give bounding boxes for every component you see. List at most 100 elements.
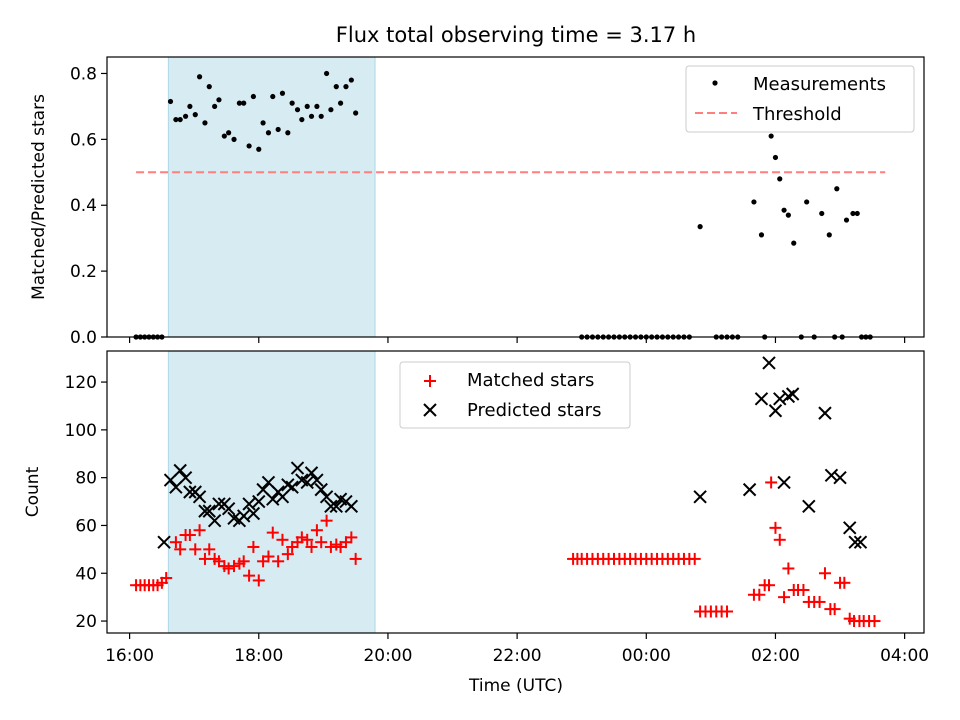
measurement-point: [236, 100, 242, 106]
predicted-mark-b: [773, 392, 787, 406]
predicted-star-point: [266, 492, 280, 506]
predicted-star-point: [329, 499, 343, 514]
predicted-mark-b: [173, 463, 187, 478]
legend-label-measurements: Measurements: [753, 74, 886, 95]
predicted-star-point: [207, 513, 222, 528]
predicted-mark-b: [266, 492, 280, 506]
measurement-point: [758, 232, 765, 238]
predicted-mark-b: [333, 492, 348, 506]
measurement-point: [250, 93, 256, 100]
predicted-star-point: [344, 499, 359, 514]
predicted-mark-b: [290, 461, 305, 475]
matched-star-point: [773, 533, 786, 546]
measurement-point: [231, 136, 237, 142]
measurement-point: [697, 224, 703, 230]
predicted-mark-b: [324, 499, 338, 514]
matched-star-point: [266, 526, 279, 539]
predicted-star-point: [777, 475, 791, 490]
measurement-point: [751, 199, 757, 205]
predicted-mark-b: [295, 473, 309, 487]
predicted-mark-b: [768, 404, 783, 418]
predicted-mark-b: [762, 356, 776, 370]
predicted-mark-b: [178, 470, 193, 485]
matched-star-point: [753, 588, 766, 601]
legend-label-matched: Matched stars: [467, 370, 594, 391]
predicted-mark-b: [221, 502, 236, 516]
matched-star-point: [868, 615, 881, 628]
predicted-star-point: [773, 392, 787, 406]
predicted-star-point: [221, 502, 236, 516]
predicted-mark-b: [236, 509, 251, 523]
matched-star-point: [169, 536, 182, 549]
measurement-point: [289, 100, 295, 106]
legend-marker-matched: [424, 375, 436, 387]
chart-title: Flux total observing time = 3.17 h: [336, 23, 696, 47]
predicted-mark-b: [848, 535, 862, 549]
predicted-star-point: [785, 387, 800, 401]
measurement-point: [275, 126, 281, 133]
predicted-star-point: [324, 499, 338, 514]
measurement-point: [850, 210, 856, 217]
predicted-mark-b: [833, 470, 847, 485]
predicted-star-point: [178, 470, 193, 485]
measurement-point: [348, 77, 354, 83]
predicted-star-point: [833, 470, 847, 485]
predicted-star-point: [290, 461, 305, 475]
predicted-star-point: [173, 463, 187, 478]
measurement-point: [343, 84, 349, 90]
measurement-point: [202, 120, 208, 126]
measurement-point: [173, 116, 179, 123]
measurement-point: [221, 133, 227, 139]
matched-star-point: [160, 572, 173, 585]
x-tick-label: 22:00: [493, 646, 542, 666]
measurement-point: [256, 146, 262, 152]
predicted-mark-b: [285, 480, 299, 494]
predicted-mark-b: [212, 497, 226, 511]
matched-star-point: [797, 583, 810, 596]
matched-star-point: [769, 521, 782, 534]
measurement-point: [182, 113, 189, 119]
matched-star-point: [243, 569, 256, 582]
top-x-ticks: [129, 337, 906, 343]
predicted-star-point: [252, 494, 266, 509]
predicted-star-point: [853, 535, 868, 549]
predicted-star-point: [202, 504, 216, 518]
predicted-mark-b: [329, 499, 343, 514]
measurement-point: [337, 100, 344, 106]
matched-star-point: [262, 550, 275, 563]
matched-star-point: [345, 531, 358, 544]
predicted-mark-b: [281, 478, 295, 492]
measurement-point: [353, 110, 359, 116]
predicted-mark-b: [319, 490, 334, 504]
predicted-mark-b: [785, 387, 800, 401]
predicted-mark-b: [824, 468, 839, 482]
predicted-star-point: [802, 499, 816, 514]
bottom-y-tick-label: 100: [65, 421, 97, 441]
matched-star-point: [252, 574, 265, 587]
predicted-mark-b: [853, 535, 868, 549]
predicted-star-point: [192, 490, 207, 504]
measurement-point: [212, 103, 218, 110]
legend-marker-predicted: [423, 403, 437, 417]
measurement-point: [285, 130, 291, 136]
bottom-highlight-span: [167, 350, 376, 634]
x-tick-label: 04:00: [880, 646, 929, 666]
predicted-mark-b: [742, 482, 757, 497]
matched-star-point: [237, 555, 250, 568]
matched-star-point: [721, 605, 734, 618]
predicted-mark-b: [843, 521, 857, 535]
measurement-point: [167, 98, 174, 105]
matched-star-point: [315, 536, 328, 549]
top-y-tick-label: 0.2: [70, 262, 97, 282]
top-y-ticks: 0.0 0.2 0.4 0.6 0.8: [70, 64, 107, 348]
matched-star-point: [189, 543, 202, 556]
predicted-star-point: [314, 482, 328, 497]
top-y-tick-label: 0.4: [70, 196, 97, 216]
bottom-y-tick-label: 120: [65, 373, 97, 393]
predicted-star-point: [818, 406, 832, 420]
predicted-mark-b: [310, 473, 324, 487]
bottom-y-tick-label: 60: [75, 516, 97, 536]
measurement-point: [777, 176, 783, 182]
bottom-y-ticks: 20 40 60 80 100 120: [65, 373, 107, 632]
measurement-point: [819, 210, 825, 217]
